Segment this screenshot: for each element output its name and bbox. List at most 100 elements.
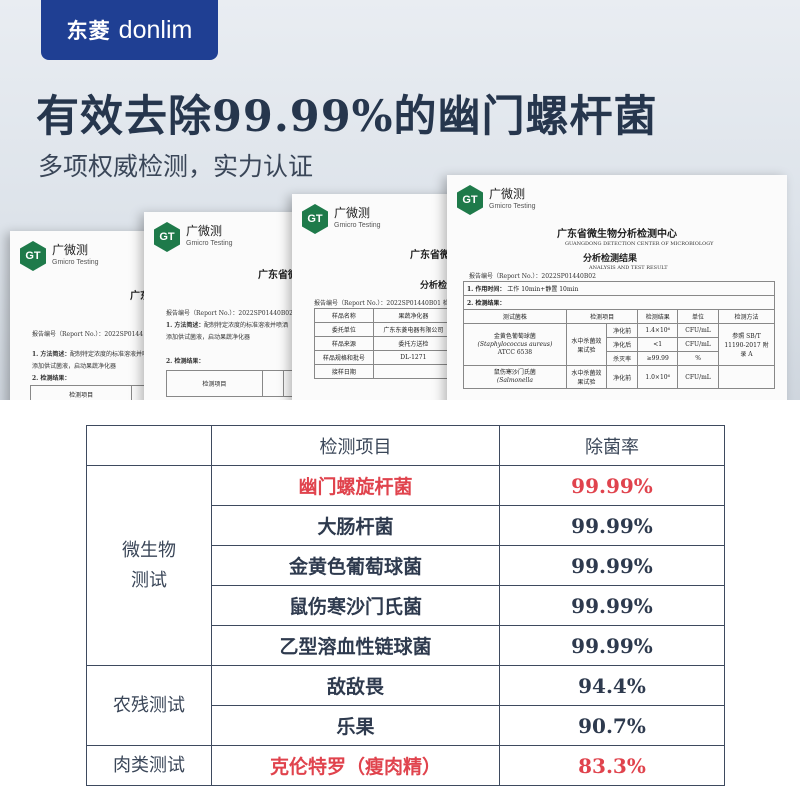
table-row: 乐果 90.7% <box>87 705 725 746</box>
brand-name-cn: 东菱 <box>66 19 111 43</box>
table-row: 乙型溶血性链球菌 99.99% <box>87 625 725 666</box>
item-rate: 94.4% <box>499 665 725 706</box>
brand-logo[interactable]: 东菱 donlim <box>41 0 218 60</box>
cert-title: 广东省微 <box>410 250 450 261</box>
cert-action-label: 1. 作用时间： <box>467 286 506 293</box>
cert-row1-strain: 金黄色葡萄球菌 <box>493 332 536 340</box>
cert-row1-unit: CFU/mL <box>677 323 719 338</box>
cert-row1-atcc: ATCC 6538 <box>497 348 533 356</box>
header-empty-cell <box>86 425 212 466</box>
cert-report-no: 报告编号（Report No.）：2022SP0144 <box>32 331 144 338</box>
group-meat: 肉类测试 <box>86 745 212 786</box>
item-rate: 99.99% <box>499 505 725 546</box>
cert-report-title: 分析检测结果 <box>420 281 462 291</box>
cert-report-no: 报告编号（Report No.）：2022SP01440B02 <box>166 310 293 317</box>
cert-brand: 广微测 <box>52 243 89 257</box>
cert-title: 广东省微 <box>258 270 298 281</box>
cert-row2-v1: 1.0×10⁶ <box>637 365 679 389</box>
cert-brand: 广微测 <box>489 187 526 201</box>
cert-sample-name-label: 样品名称 <box>314 308 374 323</box>
item-name: 乐果 <box>211 705 500 746</box>
cert-report-no: 报告编号（Report No.）：2022SP01440B02 <box>469 273 596 280</box>
cert-client-label: 委托单位 <box>314 322 374 337</box>
cert-report-title: 分析检测结果 <box>583 254 638 264</box>
cert-col-unit: 单位 <box>677 309 719 324</box>
cert-brand: 广微测 <box>186 224 223 238</box>
cert-brand-en: Gmicro Testing <box>186 240 233 247</box>
cert-source: 委托方送检 <box>372 336 455 351</box>
item-name: 克伦特罗（瘦肉精） <box>211 745 500 786</box>
cert-col-strain: 测试菌株 <box>463 309 567 324</box>
cert-col-item: 检测项目 <box>166 370 263 397</box>
cert-col-result: 检测结果 <box>637 309 679 324</box>
table-row: 鼠伤寒沙门氏菌 99.99% <box>87 585 725 626</box>
page-subtitle: 多项权威检测，实力认证 <box>38 152 314 181</box>
cert-method-label: 1. 方法简述： <box>166 322 205 329</box>
gmicro-logo-icon: GT <box>20 241 46 271</box>
cert-row1-unit2: CFU/mL <box>677 337 719 352</box>
cert-sample-name: 果蔬净化器 <box>372 308 455 323</box>
cert-row1-latin: (Staphylococcus aureus) <box>477 340 553 348</box>
cert-spec-label: 样品规格和批号 <box>314 350 374 365</box>
cert-row1-before: 净化前 <box>605 323 639 338</box>
gmicro-logo-icon: GT <box>457 185 483 215</box>
cert-row1-after: 净化后 <box>605 337 639 352</box>
cert-row2-strain: 鼠伤寒沙门氏菌 <box>493 369 536 376</box>
cert-col-item: 检测项目 <box>29 385 133 400</box>
certificate-4: GT 广微测 Gmicro Testing 广东省微生物分析检测中心 GUANG… <box>447 175 787 400</box>
cert-row1-test: 水中杀菌效果试验 <box>565 323 607 366</box>
item-name: 幽门螺旋杆菌 <box>211 465 500 506</box>
cert-row2-unit: CFU/mL <box>677 365 719 389</box>
group-microbe-label: 微生物测试 <box>122 539 176 591</box>
brand-name-en: donlim <box>118 15 193 44</box>
item-rate: 99.99% <box>499 545 725 586</box>
cert-result-label: 2. 检测结果： <box>166 358 205 365</box>
item-rate: 99.99% <box>499 585 725 626</box>
item-rate: 83.3% <box>499 745 725 786</box>
item-rate: 99.99% <box>499 625 725 666</box>
cert-row2-before: 净化前 <box>605 365 639 389</box>
table-row: 肉类测试 克伦特罗（瘦肉精） 83.3% <box>86 745 725 786</box>
cert-method-text: 配制特定浓度的标准溶液并喷洒 <box>70 351 155 358</box>
table-row: 大肠杆菌 99.99% <box>87 505 725 546</box>
gmicro-logo-icon: GT <box>302 204 328 234</box>
table-header-row: 检测项目 除菌率 <box>86 425 725 466</box>
cert-action-text: 工作 10min+静置 10min <box>507 286 579 293</box>
cert-row2-test: 水中杀菌效果试验 <box>565 365 607 389</box>
cert-method-text2: 添加供试菌液，启动果蔬净化器 <box>166 334 251 341</box>
cert-row1-method: 参照 SB/T 11190-2017 附录 A <box>718 323 775 366</box>
cert-method-text2: 添加供试菌液，启动果蔬净化器 <box>32 363 117 370</box>
hero-section: 东菱 donlim 有效去除99.99%的幽门螺杆菌 多项权威检测，实力认证 G… <box>0 0 800 400</box>
cert-row1-v1: 1.4×10⁶ <box>637 323 679 338</box>
item-name: 鼠伤寒沙门氏菌 <box>211 585 500 626</box>
cert-center-name-en: GUANGDONG DETECTION CENTER OF MICROBIOLO… <box>565 241 714 247</box>
test-results-table: 检测项目 除菌率 微生物测试 幽门螺旋杆菌 99.99% 大肠杆菌 99.99%… <box>86 425 725 786</box>
cert-report-no: 报告编号（Report No.）：2022SP01440B01 检验日 <box>314 300 461 307</box>
cert-report-title-en: ANALYSIS AND TEST RESULT <box>589 265 668 271</box>
cert-result-label: 2. 检测结果： <box>32 375 71 382</box>
cert-row1-unit3: % <box>677 351 719 366</box>
cert-method-label: 1. 方法简述： <box>32 351 71 358</box>
header-item: 检测项目 <box>211 425 500 466</box>
cert-row1-rate: 杀灭率 <box>605 351 639 366</box>
cert-client: 广东东菱电器有限公司 <box>372 322 455 337</box>
item-rate: 90.7% <box>499 705 725 746</box>
group-microbe: 微生物测试 <box>86 465 212 666</box>
cert-brand-en: Gmicro Testing <box>52 259 99 266</box>
item-name: 金黄色葡萄球菌 <box>211 545 500 586</box>
table-row: 金黄色葡萄球菌 99.99% <box>87 545 725 586</box>
cert-spec: DL-1271 <box>372 350 455 365</box>
item-name: 乙型溶血性链球菌 <box>211 625 500 666</box>
gmicro-logo-icon: GT <box>154 222 180 252</box>
cert-row2-latin: (Salmonella <box>496 377 533 384</box>
certificate-1: GT 广微测 Gmicro Testing 广东省 报告编号（Report No… <box>10 231 160 400</box>
header-rate: 除菌率 <box>499 425 725 466</box>
certificate-2: GT 广微测 Gmicro Testing 广东省微 报告编号（Report N… <box>144 212 309 400</box>
certificate-3: GT 广微测 Gmicro Testing 广东省微 分析检测结果 报告编号（R… <box>292 194 462 400</box>
item-name: 敌敌畏 <box>211 665 500 706</box>
cert-center-name: 广东省微生物分析检测中心 <box>557 229 677 240</box>
cert-brand-en: Gmicro Testing <box>489 203 536 210</box>
cert-brand-en: Gmicro Testing <box>334 222 381 229</box>
cert-source-label: 样品来源 <box>314 336 374 351</box>
page-title: 有效去除99.99%的幽门螺杆菌 <box>36 92 658 142</box>
